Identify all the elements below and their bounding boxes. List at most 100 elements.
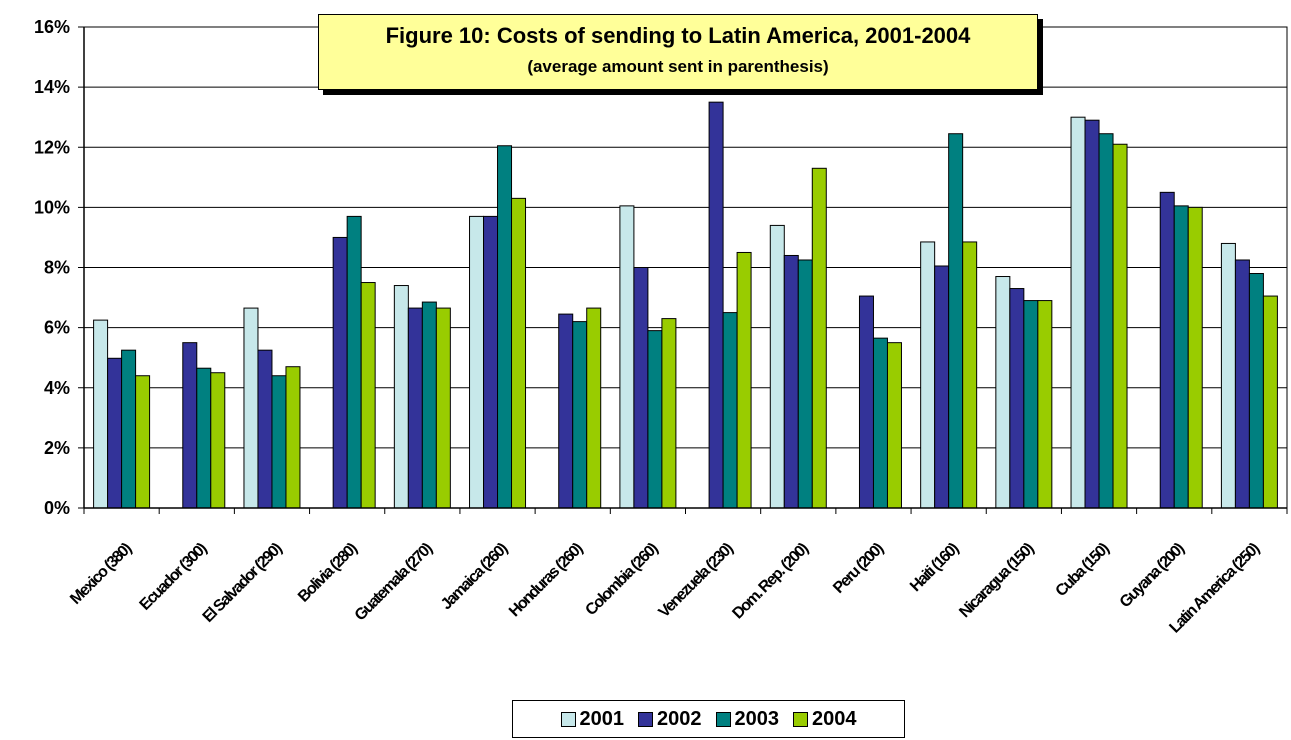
bar-2002-2 bbox=[257, 349, 273, 509]
legend-item-2001: 2001 bbox=[560, 707, 625, 731]
bar-2003-9 bbox=[797, 259, 813, 509]
y-tick-label: 4% bbox=[44, 378, 70, 398]
x-tick-label: Honduras (260) bbox=[506, 540, 586, 620]
bar-2004-9 bbox=[811, 167, 827, 509]
x-tick-label: Cuba (150) bbox=[1053, 540, 1113, 600]
legend-label: 2004 bbox=[812, 707, 857, 730]
y-tick-label: 6% bbox=[44, 318, 70, 338]
y-tick-label: 12% bbox=[34, 137, 70, 157]
bar-2003-5 bbox=[497, 145, 513, 509]
bar-2001-4 bbox=[393, 285, 409, 509]
bar-2003-6 bbox=[572, 321, 588, 509]
chart-title: Figure 10: Costs of sending to Latin Ame… bbox=[385, 23, 971, 48]
bar-2002-0 bbox=[107, 357, 123, 509]
bar-2001-15 bbox=[1220, 242, 1236, 509]
bar-2003-4 bbox=[421, 301, 437, 509]
x-tick-label: Haiti (160) bbox=[907, 540, 962, 595]
bar-2003-15 bbox=[1248, 273, 1264, 509]
legend-swatch bbox=[560, 711, 576, 727]
bar-2003-0 bbox=[121, 349, 137, 509]
bar-2004-7 bbox=[661, 318, 677, 509]
legend-label: 2002 bbox=[657, 707, 702, 730]
bar-2003-10 bbox=[872, 337, 888, 509]
bar-2004-10 bbox=[886, 342, 902, 509]
bar-2003-7 bbox=[647, 330, 663, 509]
y-tick-label: 0% bbox=[44, 498, 70, 518]
legend-swatch bbox=[793, 711, 808, 727]
bar-2004-6 bbox=[586, 307, 602, 509]
x-tick-labels: Mexico (380) Ecuador (300)El Salvador (29… bbox=[67, 540, 1263, 637]
bar-2001-2 bbox=[243, 307, 259, 509]
bar-2004-1 bbox=[210, 372, 226, 509]
legend-label: 2001 bbox=[579, 707, 625, 730]
legend-item-2002: 2002 bbox=[638, 708, 702, 731]
bar-2002-14 bbox=[1159, 191, 1175, 509]
bar-2004-14 bbox=[1187, 206, 1203, 509]
bar-2004-12 bbox=[1037, 300, 1053, 509]
x-tick-label: Venezuela (230) bbox=[656, 540, 737, 621]
bar-2004-5 bbox=[511, 197, 527, 509]
legend: 2001 2002 2003 2004 bbox=[512, 700, 905, 738]
bar-2004-13 bbox=[1112, 143, 1128, 509]
bar-2001-7 bbox=[619, 205, 635, 509]
bar-2002-7 bbox=[633, 267, 649, 509]
bars bbox=[93, 101, 1278, 509]
x-tick-label: Bolivia (280) bbox=[295, 540, 361, 606]
bar-2003-11 bbox=[948, 133, 964, 509]
y-tick-label: 14% bbox=[34, 77, 70, 97]
bar-2003-13 bbox=[1098, 133, 1114, 509]
x-tick-label: Colombia (260) bbox=[582, 540, 661, 619]
bar-2002-4 bbox=[407, 307, 423, 509]
x-tick-label: Guatemala (270) bbox=[352, 540, 436, 624]
x-tick-label: Mexico (380) bbox=[67, 540, 135, 608]
y-tick-label: 8% bbox=[44, 258, 70, 278]
legend-swatch bbox=[638, 711, 653, 727]
bar-2002-11 bbox=[934, 265, 950, 509]
bar-2003-12 bbox=[1023, 300, 1039, 509]
bar-2002-1 bbox=[182, 342, 198, 509]
y-tick-label: 16% bbox=[34, 17, 70, 37]
bar-2003-3 bbox=[346, 215, 362, 509]
bar-2004-11 bbox=[962, 241, 978, 509]
bar-2004-3 bbox=[360, 282, 376, 509]
bar-2002-13 bbox=[1084, 119, 1100, 509]
x-tick-label: El Salvador (290) bbox=[200, 540, 286, 626]
bar-2002-9 bbox=[783, 254, 799, 509]
legend-swatch bbox=[715, 711, 731, 727]
legend-item-2004: 2004 bbox=[793, 708, 857, 731]
x-tick-label: Nicaragua (150) bbox=[956, 540, 1037, 621]
bar-2001-12 bbox=[995, 276, 1011, 509]
bar-2004-0 bbox=[135, 375, 151, 509]
bar-2001-13 bbox=[1070, 116, 1086, 509]
legend-item-2003: 2003 bbox=[715, 707, 780, 731]
y-tick-label: 2% bbox=[44, 438, 70, 458]
legend-label: 2003 bbox=[734, 707, 780, 730]
bar-2004-15 bbox=[1262, 295, 1278, 509]
chart-subtitle: (average amount sent in parenthesis) bbox=[527, 57, 829, 76]
x-tick-label: Jamaica (260) bbox=[438, 540, 511, 613]
x-tick-label: Peru (200) bbox=[830, 540, 887, 597]
bar-2003-1 bbox=[196, 367, 212, 509]
bar-2002-5 bbox=[483, 215, 499, 509]
y-tick-label: 10% bbox=[34, 197, 70, 217]
bar-2002-15 bbox=[1234, 259, 1250, 509]
bar-2002-6 bbox=[558, 313, 574, 509]
y-tick-labels: 0% 2% 4% 6% 8% 10% 12% 14% 16% bbox=[34, 17, 70, 518]
x-tick-label: Guyana (200) bbox=[1117, 540, 1188, 611]
bar-2004-8 bbox=[736, 251, 752, 509]
axes bbox=[78, 26, 1288, 514]
bar-2002-12 bbox=[1009, 288, 1025, 509]
bar-2003-8 bbox=[722, 312, 738, 509]
bar-2001-9 bbox=[769, 224, 785, 509]
bar-2004-4 bbox=[435, 307, 451, 509]
x-tick-label: Dom. Rep. (200) bbox=[729, 540, 811, 622]
bar-2001-0 bbox=[93, 319, 109, 509]
bar-2001-5 bbox=[469, 215, 485, 509]
bar-2003-2 bbox=[271, 375, 287, 509]
bar-2004-2 bbox=[285, 366, 301, 509]
bar-2001-11 bbox=[920, 241, 936, 509]
bar-2002-3 bbox=[332, 236, 348, 509]
bar-2002-10 bbox=[858, 295, 874, 509]
bar-2003-14 bbox=[1173, 205, 1189, 509]
x-tick-label: Ecuador (300) bbox=[137, 540, 211, 614]
